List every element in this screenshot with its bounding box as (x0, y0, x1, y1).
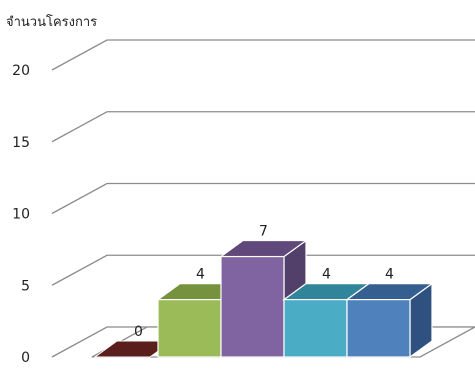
data-labels: 0 4 7 4 4 (134, 224, 394, 340)
y-axis-label: จำนวนโครงการ (6, 14, 97, 30)
bar-front (283, 299, 348, 358)
bar-front (220, 255, 285, 358)
data-label: 4 (385, 267, 394, 283)
y-tick-label: 15 (12, 135, 30, 151)
bar-front (157, 299, 222, 358)
y-tick-label: 10 (12, 207, 30, 223)
bars (93, 239, 434, 359)
y-axis-ticks: 0 5 10 15 20 (12, 63, 30, 366)
gridline (51, 254, 475, 286)
bar-front (346, 299, 411, 358)
gridline (51, 182, 475, 215)
y-tick-label: 20 (12, 63, 30, 79)
data-label: 4 (322, 267, 331, 283)
data-label: 0 (134, 324, 143, 340)
gridline (51, 111, 475, 143)
gridline (51, 39, 475, 71)
data-label: 4 (196, 267, 205, 283)
data-label: 7 (259, 224, 268, 240)
y-tick-label: 5 (21, 278, 30, 294)
bar (219, 239, 308, 359)
bar (345, 282, 434, 359)
y-tick-label: 0 (21, 350, 30, 366)
